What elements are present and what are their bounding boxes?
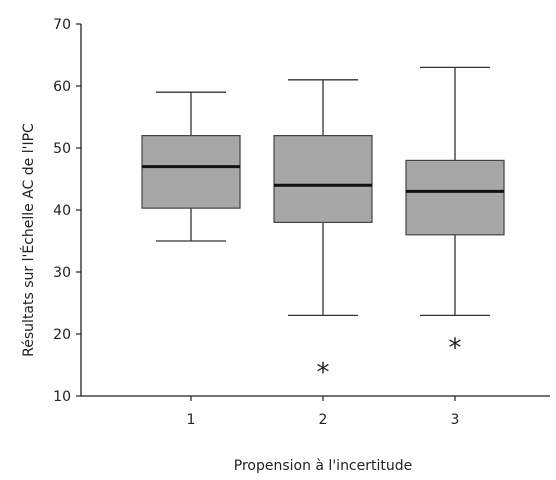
iqr-box (405, 159, 505, 236)
y-tick-label: 10 (53, 389, 71, 405)
box-group-3: * (405, 66, 505, 363)
y-tick-label: 70 (53, 17, 71, 33)
y-tick-label: 20 (53, 327, 71, 343)
box-group-2: * (273, 79, 373, 388)
iqr-box (273, 135, 373, 224)
plot-area: ** (141, 66, 505, 388)
x-tick-label: 2 (319, 412, 328, 428)
y-tick-label: 30 (53, 265, 71, 281)
y-axis-label: Résultats sur l'Échelle AC de l'IPC (20, 123, 37, 357)
y-tick-label: 40 (53, 203, 71, 219)
iqr-box (141, 135, 241, 209)
outlier-marker: * (317, 358, 330, 388)
x-tick-label: 1 (187, 412, 196, 428)
x-axis-label: Propension à l'incertitude (234, 458, 413, 474)
outlier-marker: * (449, 333, 462, 363)
axes: 10 20 30 40 50 60 70 1 2 3 (53, 17, 550, 428)
y-tick-label: 60 (53, 79, 71, 95)
box-group-1 (141, 91, 241, 242)
y-tick-label: 50 (53, 141, 71, 157)
x-tick-label: 3 (451, 412, 460, 428)
